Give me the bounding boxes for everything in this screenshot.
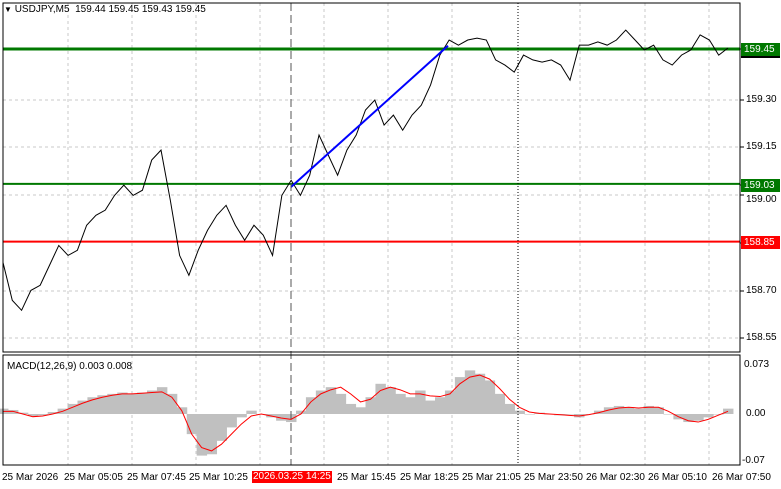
- macd-histogram-bar: [723, 408, 734, 414]
- price-pane-frame: [2, 2, 741, 353]
- time-tick: 25 Mar 15:45: [337, 472, 396, 483]
- symbol-label: USDJPY,M5: [14, 4, 70, 15]
- macd-histogram-bar: [166, 393, 178, 414]
- macd-histogram-bar: [663, 414, 674, 415]
- level-tag-158-85: 158.85: [741, 236, 780, 249]
- macd-histogram-bar: [713, 414, 724, 415]
- macd-histogram-bar: [524, 414, 535, 415]
- crosshair-time-label: 2026.03.25 14:25: [252, 471, 332, 483]
- ohlc-close: 159.45: [175, 4, 206, 15]
- macd-histogram-bar: [494, 393, 506, 414]
- macd-histogram-bar: [683, 414, 694, 423]
- macd-histogram-bar: [276, 414, 287, 421]
- macd-histogram-bar: [127, 393, 138, 414]
- time-tick: 26 Mar 05:10: [648, 472, 707, 483]
- macd-histogram-bar: [395, 393, 406, 414]
- macd-histogram-bar: [643, 405, 655, 414]
- macd-histogram-bar: [107, 393, 118, 414]
- macd-histogram-bar: [27, 414, 39, 417]
- macd-histogram-bar: [206, 414, 218, 455]
- macd-histogram-bar: [514, 410, 525, 414]
- macd-tick: 0.073: [744, 359, 770, 370]
- macd-histogram-bar: [345, 403, 357, 414]
- time-tick: 25 Mar 18:25: [400, 472, 459, 483]
- macd-histogram-bar: [186, 414, 198, 435]
- macd-histogram-bar: [355, 407, 366, 414]
- macd-histogram-bar: [97, 395, 108, 414]
- price-tick: 159.30: [746, 94, 777, 105]
- price-tick: 158.55: [746, 332, 777, 343]
- time-tick: 25 Mar 05:05: [64, 472, 123, 483]
- macd-histogram-bar: [156, 387, 168, 414]
- macd-histogram-bar: [335, 393, 347, 414]
- collapse-triangle-icon[interactable]: ▼: [4, 5, 12, 14]
- macd-histogram-bar: [474, 373, 486, 414]
- macd-histogram-bar: [693, 414, 704, 421]
- ohlc-high: 159.45: [108, 4, 140, 15]
- macd-histogram-bar: [484, 380, 496, 414]
- price-line: [2, 29, 729, 312]
- macd-histogram-bar: [325, 387, 337, 414]
- time-tick: 25 Mar 23:50: [524, 472, 583, 483]
- macd-histogram-bar: [17, 412, 29, 414]
- chart-header: ▼ USDJPY,M5 159.44 159.45 159.43 159.45: [4, 4, 206, 16]
- price-tick: 159.15: [746, 141, 777, 152]
- macd-histogram-bar: [67, 403, 78, 414]
- time-tick: 25 Mar 07:45: [127, 472, 186, 483]
- macd-histogram-bar: [87, 397, 98, 414]
- level-tag-159-45: 159.45: [741, 43, 780, 58]
- macd-histogram-bar: [564, 414, 575, 415]
- time-tick: 25 Mar 21:05: [462, 472, 521, 483]
- time-tick: 25 Mar 10:25: [189, 472, 248, 483]
- macd-histogram-bar: [295, 410, 307, 414]
- macd-histogram-bar: [633, 408, 645, 414]
- macd-histogram-bar: [444, 390, 456, 414]
- time-tick: 26 Mar 07:50: [712, 472, 771, 483]
- macd-histogram-bar: [196, 414, 208, 456]
- macd-histogram-bar: [216, 414, 227, 441]
- macd-histogram-bar: [435, 397, 446, 414]
- ohlc-open: 159.44: [75, 4, 106, 15]
- macd-histogram-bar: [315, 390, 327, 414]
- macd-histogram-bar: [147, 390, 158, 414]
- macd-histogram-bar: [236, 414, 247, 418]
- macd-tick: 0.00: [746, 408, 766, 419]
- time-tick: 26 Mar 02:30: [586, 472, 645, 483]
- macd-histogram-bar: [653, 407, 664, 414]
- price-tick: 159.00: [746, 194, 777, 205]
- macd-histogram-bar: [7, 409, 19, 414]
- macd-histogram-bar: [117, 392, 128, 414]
- macd-histogram-bar: [464, 370, 476, 414]
- macd-histogram-bar: [454, 377, 466, 414]
- macd-histogram-bar: [137, 392, 148, 414]
- macd-histogram-bar: [77, 400, 88, 414]
- ohlc-low: 159.43: [141, 4, 173, 15]
- macd-histogram-bar: [504, 403, 515, 414]
- macd-signal-line: [3, 374, 729, 452]
- macd-histogram-bar: [226, 414, 237, 428]
- trend-line: [290, 45, 449, 188]
- macd-tick: -0.07: [742, 455, 765, 466]
- macd-histogram-bar: [385, 387, 396, 414]
- price-tick: 158.70: [746, 285, 777, 296]
- macd-histogram-bar: [246, 410, 257, 414]
- macd-histogram-bar: [703, 414, 714, 418]
- macd-title: MACD(12,26,9) 0.003 0.008: [7, 361, 133, 372]
- macd-histogram-bar: [305, 397, 317, 414]
- macd-histogram-bar: [405, 397, 416, 414]
- macd-histogram-bar: [623, 407, 635, 414]
- macd-histogram-bar: [47, 411, 59, 414]
- level-tag-159-03: 159.03: [741, 179, 780, 192]
- macd-histogram-bar: [603, 407, 615, 414]
- macd-histogram-bar: [37, 414, 49, 416]
- macd-histogram-bar: [415, 390, 426, 414]
- macd-pane-frame: [2, 354, 741, 466]
- macd-histogram-bar: [365, 397, 376, 414]
- macd-histogram-bar: [375, 383, 386, 414]
- time-tick: 25 Mar 2026: [2, 472, 59, 483]
- macd-histogram-bar: [613, 405, 625, 414]
- macd-histogram-bar: [425, 400, 436, 414]
